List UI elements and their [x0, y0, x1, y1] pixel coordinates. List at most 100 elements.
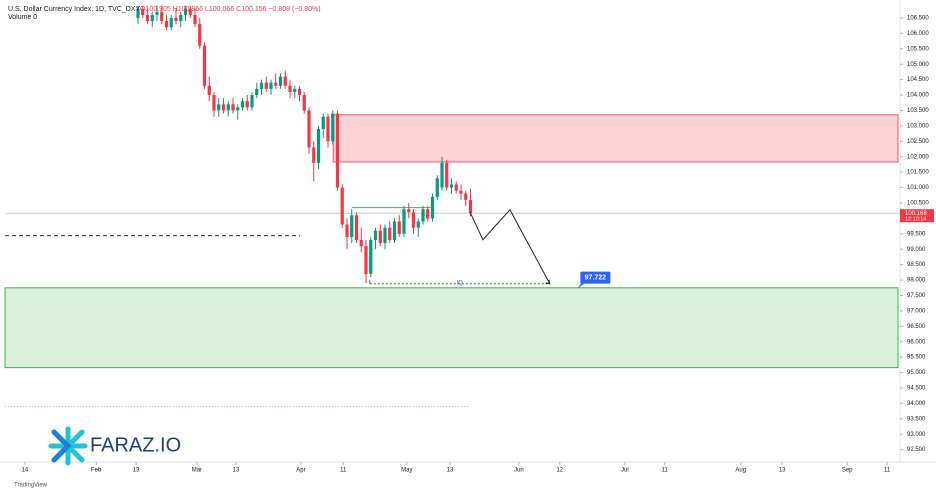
- candle-body: [264, 82, 268, 89]
- candle-body: [331, 113, 335, 142]
- candle-body: [354, 215, 359, 240]
- candle-body: [407, 209, 411, 213]
- candle-body: [435, 178, 439, 197]
- candle-body: [373, 230, 378, 240]
- candle-body: [459, 190, 463, 194]
- zone: [332, 114, 899, 163]
- x-tick-label: Mar: [192, 468, 202, 474]
- logo: FARAZ.IO: [48, 426, 181, 466]
- candle-body: [421, 209, 425, 222]
- y-tick-label: 104.000: [907, 93, 929, 99]
- y-tick-label: 101.000: [907, 185, 929, 191]
- y-tick-label: 101.500: [907, 170, 929, 176]
- y-tick-label: 98.000: [907, 278, 926, 284]
- candle-body: [283, 76, 287, 86]
- y-tick-label: 100.500: [907, 201, 929, 207]
- candle-body: [160, 11, 164, 22]
- ohlc-readout: O100.905 H100.966 L100.066 C100.156 −0.8…: [140, 6, 321, 13]
- x-tick-label: 11: [340, 468, 347, 474]
- countdown: 12:10:14: [905, 217, 926, 223]
- x-tick-label: 12: [556, 468, 563, 474]
- x-tick-label: 13: [447, 468, 454, 474]
- candle-body: [416, 221, 420, 228]
- candle-body: [217, 104, 221, 111]
- y-tick-label: 93.000: [907, 432, 926, 438]
- candle-body: [179, 14, 183, 22]
- y-tick-label: 93.500: [907, 416, 926, 422]
- candle-body: [278, 76, 283, 86]
- candle-body: [240, 101, 245, 108]
- candle-body: [369, 239, 373, 274]
- candle-body: [454, 184, 458, 191]
- candle-body: [255, 88, 259, 96]
- candle-body: [402, 209, 406, 234]
- candle-body: [136, 8, 140, 18]
- candle-body: [430, 196, 435, 219]
- candle-body: [378, 230, 382, 244]
- candle-body: [259, 82, 264, 89]
- projection-arrow: [545, 279, 551, 285]
- candle-body: [345, 224, 349, 237]
- last-price-box: [900, 209, 934, 223]
- candle-body: [449, 184, 454, 188]
- candle-body: [350, 215, 354, 237]
- x-tick-label: Jul: [621, 468, 629, 474]
- footer: TradingView: [14, 483, 48, 489]
- y-tick-label: 103.500: [907, 108, 929, 114]
- candle-body: [274, 82, 278, 86]
- logo-text: FARAZ.IO: [90, 434, 181, 456]
- x-tick-label: 13: [133, 468, 140, 474]
- candle-body: [397, 221, 401, 234]
- y-tick-label: 99.500: [907, 231, 926, 237]
- y-tick-label: 105.000: [907, 62, 929, 68]
- candle-body: [141, 8, 145, 15]
- candle-body: [316, 128, 321, 163]
- target-label: 97.722: [585, 274, 607, 281]
- candle-body: [383, 227, 387, 244]
- projection-path: [469, 208, 551, 285]
- y-tick-label: 95.000: [907, 370, 926, 376]
- candle-body: [411, 212, 416, 228]
- candle-body: [340, 187, 344, 225]
- candle-body: [392, 221, 397, 240]
- y-tick-label: 105.500: [907, 46, 929, 52]
- liquidity-label: IQ: [457, 280, 464, 286]
- candle-body: [321, 116, 325, 129]
- candle-body: [183, 8, 188, 15]
- x-tick-label: Aug: [735, 468, 746, 474]
- last-price-label: 100.168: [905, 211, 927, 217]
- candle-body: [221, 104, 226, 111]
- candle-body: [193, 14, 197, 25]
- x-tick-label: Apr: [296, 468, 305, 474]
- candle-body: [288, 85, 292, 92]
- y-tick-label: 102.500: [907, 139, 929, 145]
- candle-body: [445, 162, 449, 188]
- zone: [4, 287, 899, 369]
- y-tick-label: 97.500: [907, 293, 926, 299]
- candle-body: [164, 21, 169, 28]
- y-tick-label: 96.000: [907, 339, 926, 345]
- plot: 92.500 93.000 93.500 94.000 94.500 95.000 95.5…: [4, 5, 934, 474]
- y-tick-label: 97.000: [907, 308, 926, 314]
- candle-body: [226, 104, 230, 111]
- y-tick-label: 102.000: [907, 154, 929, 160]
- y-tick-label: 94.500: [907, 386, 926, 392]
- target-box: [580, 271, 611, 284]
- candle-body: [188, 8, 192, 15]
- candle-body: [198, 24, 202, 46]
- candle-body: [202, 45, 207, 86]
- y-tick-label: 106.000: [907, 31, 929, 37]
- candle-body: [293, 88, 297, 92]
- y-tick-label: 99.000: [907, 247, 926, 253]
- candle-body: [245, 101, 249, 108]
- x-tick-label: May: [401, 468, 412, 474]
- candle-body: [335, 113, 340, 188]
- y-tick-label: 103.000: [907, 123, 929, 129]
- x-tick-label: 13: [233, 468, 240, 474]
- target-pointer: [577, 282, 586, 289]
- candle-body: [236, 107, 240, 111]
- candle-body: [440, 162, 444, 188]
- candle-body: [464, 193, 468, 200]
- y-tick-label: 95.500: [907, 355, 926, 361]
